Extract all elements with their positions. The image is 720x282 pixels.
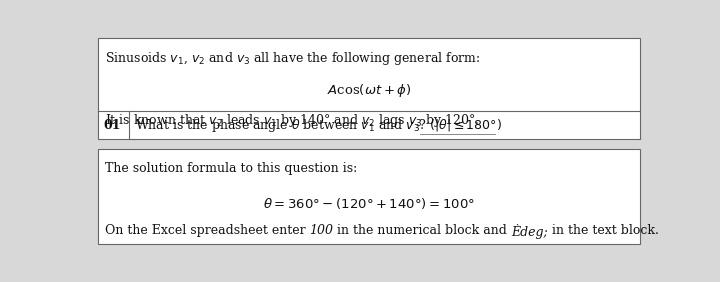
Text: It is known that $v_2$ leads $v_1$ by 140° and $v_2$ lags $v_3$ by 120°.: It is known that $v_2$ leads $v_1$ by 14…	[104, 112, 479, 129]
Text: What is the phase angle $\theta$ between $v_1$ and $v_3$? $(|\theta| \leq 180°)$: What is the phase angle $\theta$ between…	[135, 116, 502, 134]
Text: Èdeg;: Èdeg;	[511, 224, 548, 239]
Text: $A$cos$(\omega t + \phi)$: $A$cos$(\omega t + \phi)$	[327, 81, 411, 99]
Text: 100: 100	[309, 224, 333, 237]
Text: On the Excel spreadsheet enter: On the Excel spreadsheet enter	[104, 224, 309, 237]
Text: in the numerical block and: in the numerical block and	[333, 224, 511, 237]
Text: The solution formula to this question is:: The solution formula to this question is…	[104, 162, 356, 175]
FancyBboxPatch shape	[98, 149, 640, 244]
FancyBboxPatch shape	[98, 38, 640, 139]
Text: 01: 01	[104, 118, 121, 131]
Text: $\theta = 360° - (120° + 140°) = 100°$: $\theta = 360° - (120° + 140°) = 100°$	[263, 196, 475, 211]
Text: in the text block.: in the text block.	[548, 224, 659, 237]
Text: Sinusoids $v_1$, $v_2$ and $v_3$ all have the following general form:: Sinusoids $v_1$, $v_2$ and $v_3$ all hav…	[104, 50, 480, 67]
